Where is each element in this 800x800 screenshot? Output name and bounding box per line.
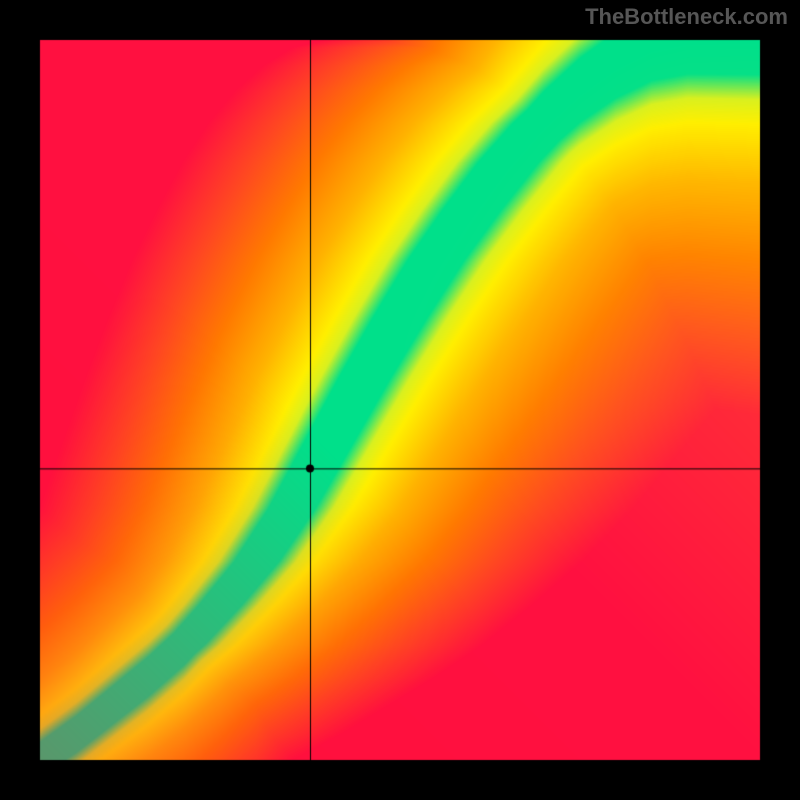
bottleneck-heatmap — [0, 0, 800, 800]
watermark-text: TheBottleneck.com — [585, 4, 788, 30]
